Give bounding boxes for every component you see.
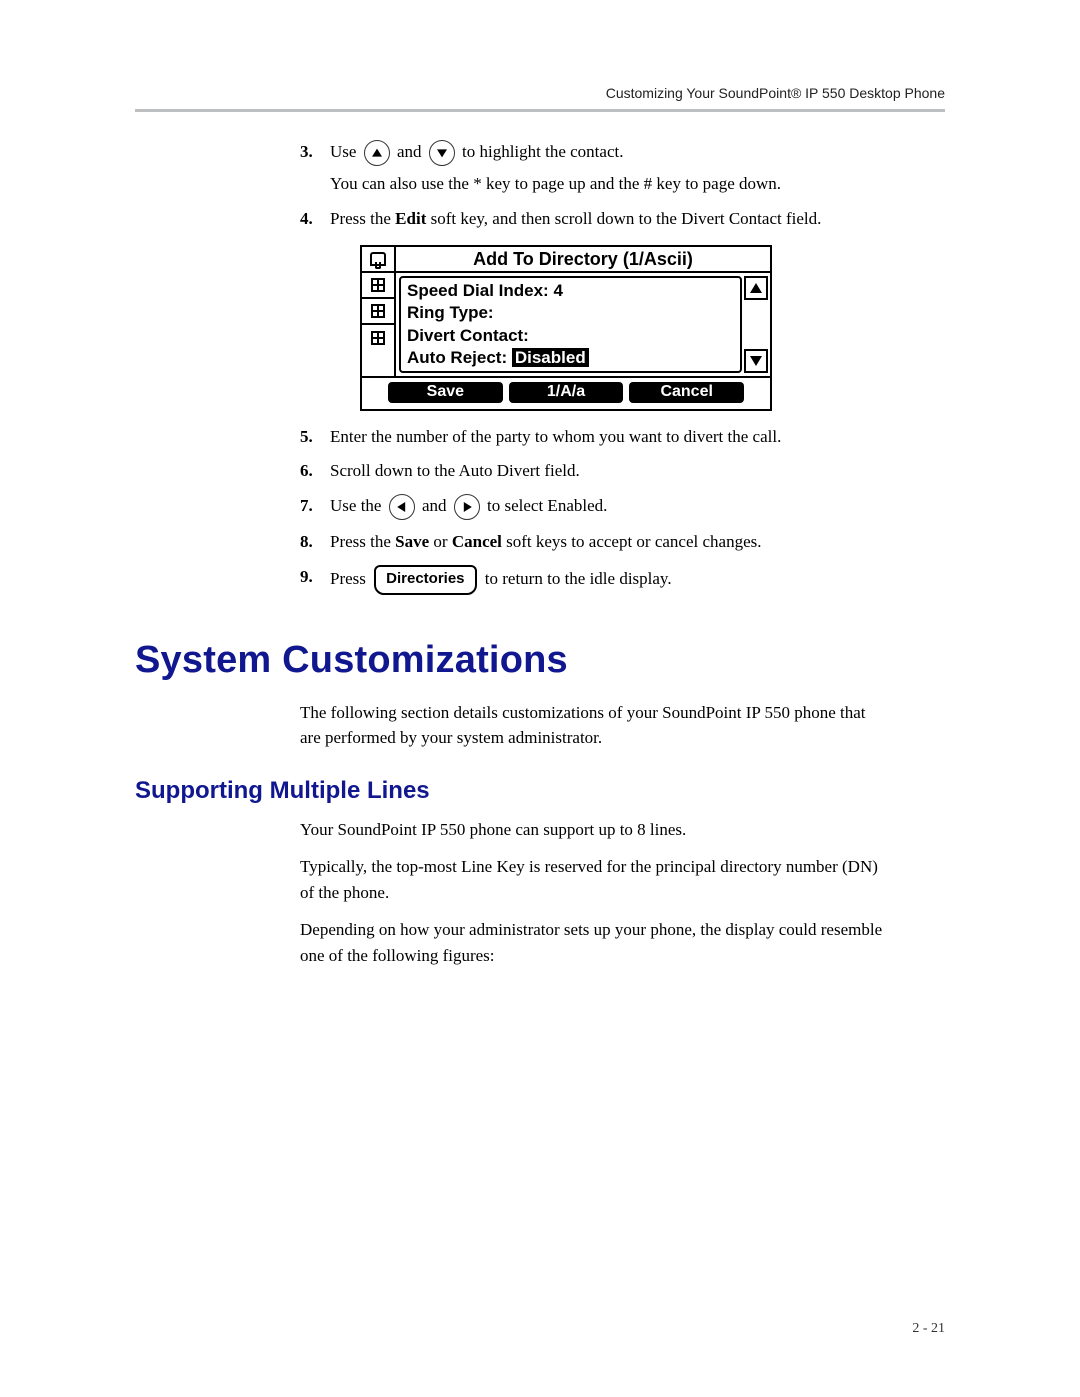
step-text: and: [393, 142, 426, 161]
step-number: 3.: [300, 140, 313, 165]
instruction-step: 6. Scroll down to the Auto Divert field.: [300, 459, 890, 484]
instruction-step: 8. Press the Save or Cancel soft keys to …: [300, 530, 890, 555]
step-followup: You can also use the * key to page up an…: [330, 172, 890, 197]
lcd-field-row: Auto Reject: Disabled: [407, 347, 734, 369]
step-line: Press Directories to return to the idle …: [330, 569, 672, 588]
hardkey-directories: Directories: [374, 565, 476, 595]
instruction-step: 7. Use the and to select Enabled.: [300, 494, 890, 520]
step-text: Press the: [330, 532, 395, 551]
step-text: and: [418, 496, 451, 515]
step-line: Use and to highlight the contact.: [330, 142, 623, 161]
lcd-field-label: Auto Reject:: [407, 348, 512, 367]
lcd-field-row: Ring Type:: [407, 302, 734, 324]
step-line: Press the Save or Cancel soft keys to ac…: [330, 532, 762, 551]
emphasis-text: Save: [395, 532, 429, 551]
running-header: Customizing Your SoundPoint® IP 550 Desk…: [135, 85, 945, 101]
step-number: 5.: [300, 425, 313, 450]
step-text: Use: [330, 142, 361, 161]
step-line: Enter the number of the party to whom yo…: [330, 427, 781, 446]
step-number: 9.: [300, 565, 313, 590]
lcd-field-label: Speed Dial Index:: [407, 281, 553, 300]
step-text: soft key, and then scroll down to the Di…: [426, 209, 821, 228]
page: Customizing Your SoundPoint® IP 550 Desk…: [135, 85, 945, 980]
body-paragraph: Typically, the top-most Line Key is rese…: [300, 854, 890, 905]
lcd-field-value: 4: [553, 281, 562, 300]
lcd-title: Add To Directory (1/Ascii): [396, 247, 770, 273]
body-paragraph: Your SoundPoint IP 550 phone can support…: [300, 817, 890, 843]
instruction-step: 9. Press Directories to return to the idl…: [300, 565, 890, 595]
section-intro-text: The following section details customizat…: [300, 700, 890, 751]
lcd-field-label: Divert Contact:: [407, 326, 529, 345]
section-heading: System Customizations: [135, 639, 890, 682]
step-text: Press: [330, 569, 370, 588]
step-text: Press the: [330, 209, 395, 228]
up-arrow-icon: [364, 140, 390, 166]
down-arrow-icon: [429, 140, 455, 166]
page-number: 2 - 21: [912, 1321, 945, 1336]
instruction-step: 5. Enter the number of the party to whom …: [300, 425, 890, 450]
lcd-softkey: Cancel: [629, 382, 744, 403]
lcd-field-row: Speed Dial Index: 4: [407, 280, 734, 302]
emphasis-text: Cancel: [452, 532, 502, 551]
step-text: to highlight the contact.: [458, 142, 624, 161]
lcd-field-row: Divert Contact:: [407, 325, 734, 347]
section-intro: The following section details customizat…: [300, 700, 890, 751]
step-text: Use the: [330, 496, 386, 515]
line-phone-icon: [362, 247, 394, 273]
step-text: soft keys to accept or cancel changes.: [502, 532, 762, 551]
step-line: Use the and to select Enabled.: [330, 496, 607, 515]
instruction-step: 3. Use and to highlight the contact. You c…: [300, 140, 890, 197]
step-line: Scroll down to the Auto Divert field.: [330, 461, 580, 480]
lcd-field-label: Ring Type:: [407, 303, 494, 322]
lcd-field-value: Disabled: [512, 348, 589, 367]
step-text: Enter the number of the party to whom yo…: [330, 427, 781, 446]
lcd-scroll-down-icon: [744, 349, 768, 373]
lcd-scroll-up-icon: [744, 276, 768, 300]
instruction-list: 3. Use and to highlight the contact. You c…: [300, 140, 890, 595]
right-arrow-icon: [454, 494, 480, 520]
left-arrow-icon: [389, 494, 415, 520]
step-text: to select Enabled.: [483, 496, 608, 515]
step-text: or: [429, 532, 452, 551]
step-line: Press the Edit soft key, and then scroll…: [330, 209, 821, 228]
body-paragraph: Depending on how your administrator sets…: [300, 917, 890, 968]
line-grid-icon: [362, 299, 394, 325]
instruction-step: 4. Press the Edit soft key, and then scro…: [300, 207, 890, 232]
emphasis-text: Edit: [395, 209, 426, 228]
subsection-heading: Supporting Multiple Lines: [135, 777, 890, 805]
page-footer: 2 - 21: [135, 1321, 945, 1337]
phone-lcd-screenshot: Add To Directory (1/Ascii) Speed Dial Ind…: [360, 245, 890, 410]
step-text: Scroll down to the Auto Divert field.: [330, 461, 580, 480]
step-number: 7.: [300, 494, 313, 519]
subsection-body: Your SoundPoint IP 550 phone can support…: [300, 817, 890, 969]
lcd-softkey: 1/A/a: [509, 382, 624, 403]
step-number: 4.: [300, 207, 313, 232]
lcd-fields: Speed Dial Index: 4Ring Type: Divert Con…: [399, 276, 742, 372]
header-rule: [135, 109, 945, 112]
line-grid-icon: [362, 273, 394, 299]
step-text: to return to the idle display.: [481, 569, 672, 588]
step-number: 6.: [300, 459, 313, 484]
line-grid-icon: [362, 325, 394, 351]
lcd-softkey: Save: [388, 382, 503, 403]
body-column: 3. Use and to highlight the contact. You c…: [300, 140, 890, 968]
step-number: 8.: [300, 530, 313, 555]
